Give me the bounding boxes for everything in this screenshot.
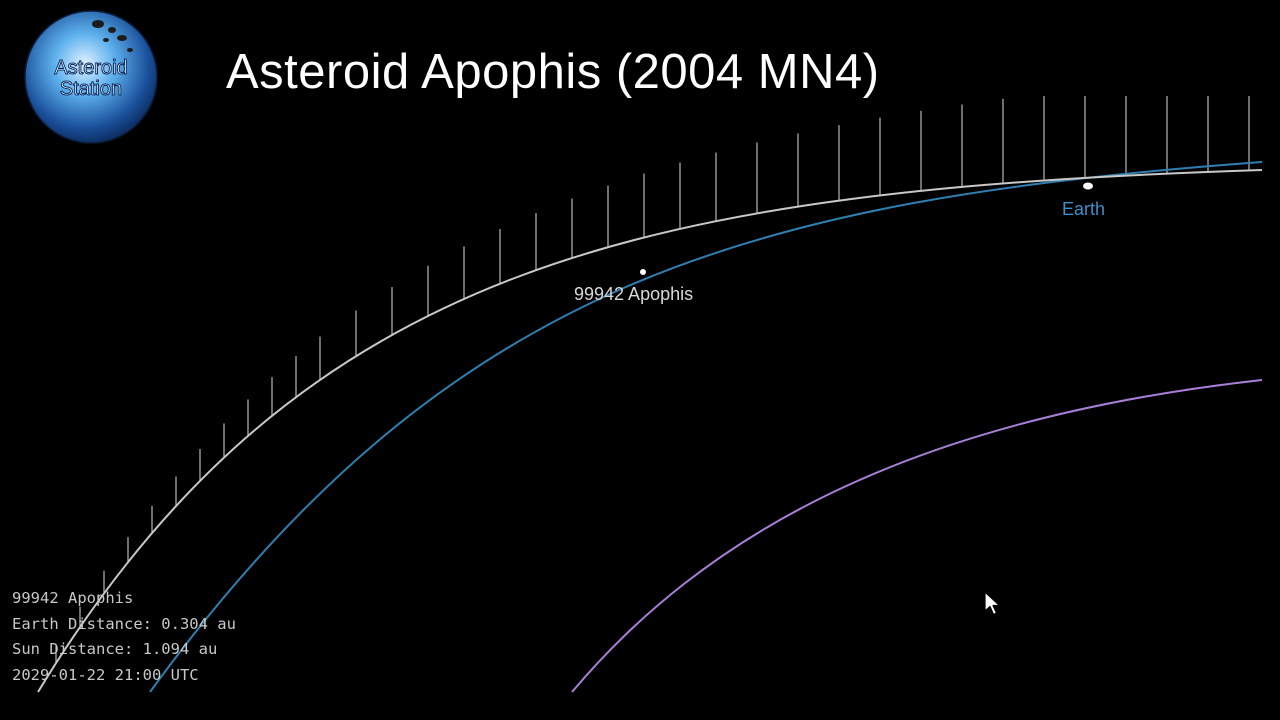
- info-earth-distance: Earth Distance: 0.304 au: [12, 614, 236, 633]
- earth-orbit: [149, 161, 1263, 693]
- earth-label[interactable]: Earth: [1062, 199, 1106, 219]
- info-object-name: 99942 Apophis: [12, 589, 134, 607]
- info-timestamp: 2029-01-22 21:00 UTC: [12, 665, 199, 684]
- ecliptic-drop-lines: [55, 96, 1250, 664]
- asteroid-station-logo: Asteroid Station: [24, 10, 158, 144]
- logo-text-line2: Station: [60, 78, 122, 100]
- apophis-label[interactable]: 99942 Apophis: [574, 284, 694, 304]
- earth-marker[interactable]: [1083, 182, 1093, 190]
- apophis-marker[interactable]: [640, 269, 646, 275]
- mouse-cursor-icon: [984, 591, 1001, 616]
- apophis-orbit: [37, 169, 1263, 693]
- inner-planet-orbit: [571, 379, 1263, 693]
- asteroid-icon: [92, 20, 133, 52]
- info-sun-distance: Sun Distance: 1.094 au: [12, 640, 218, 658]
- info-panel: 99942 Apophis Earth Distance: 0.304 au Sun…: [12, 586, 236, 688]
- page-title: Asteroid Apophis (2004 MN4): [226, 45, 880, 99]
- logo-text-line1: Asteroid: [54, 57, 127, 79]
